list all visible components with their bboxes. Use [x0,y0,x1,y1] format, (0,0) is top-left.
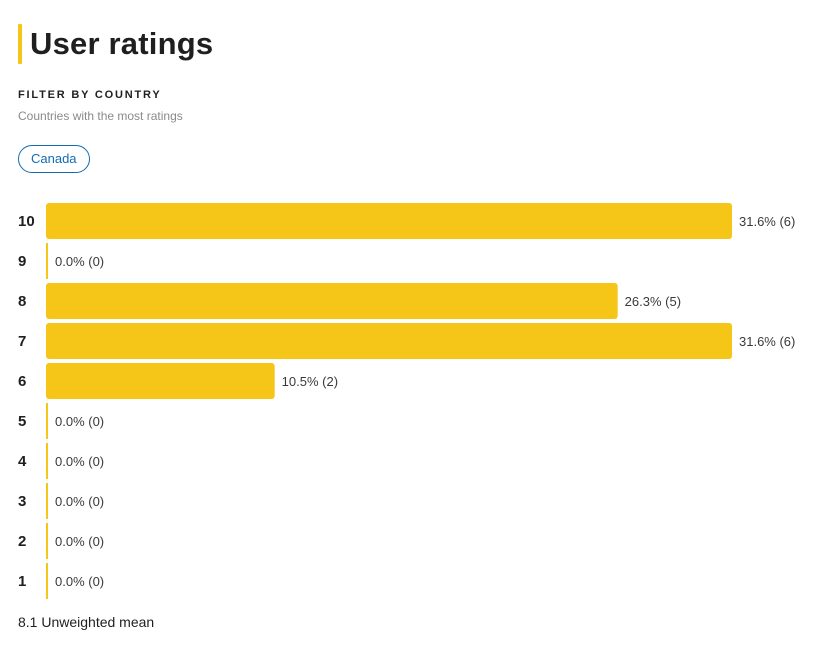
rating-value-label-8: 26.3% (5) [625,294,681,309]
ratings-bar-chart: 10 31.6% (6) 9 0.0% (0) 8 26.3% (5) 7 31.6% (6)… [18,203,795,599]
rating-value-label-3: 0.0% (0) [55,494,104,509]
page-title: User ratings [30,26,214,61]
filter-subtitle: Countries with the most ratings [18,109,183,123]
rating-label-2: 2 [18,533,26,550]
title-accent-bar [18,24,22,64]
rating-bar-5[interactable] [46,403,48,439]
rating-value-label-4: 0.0% (0) [55,454,104,469]
rating-bar-1[interactable] [46,563,48,599]
filter-heading: FILTER BY COUNTRY [18,89,162,101]
rating-value-label-5: 0.0% (0) [55,414,104,429]
rating-bar-4[interactable] [46,443,48,479]
rating-bar-3[interactable] [46,483,48,519]
rating-label-3: 3 [18,493,26,510]
unweighted-mean: 8.1 Unweighted mean [18,614,155,630]
rating-bar-10[interactable] [46,203,732,239]
rating-bar-7[interactable] [46,323,732,359]
rating-value-label-10: 31.6% (6) [739,214,795,229]
rating-label-5: 5 [18,413,26,430]
rating-label-7: 7 [18,333,26,350]
rating-label-8: 8 [18,293,26,310]
rating-value-label-6: 10.5% (2) [282,374,338,389]
rating-label-9: 9 [18,253,26,270]
rating-bar-8[interactable] [46,283,618,319]
rating-value-label-9: 0.0% (0) [55,254,104,269]
rating-value-label-1: 0.0% (0) [55,574,104,589]
rating-label-10: 10 [18,213,35,230]
rating-label-4: 4 [18,453,27,470]
rating-bar-2[interactable] [46,523,48,559]
rating-bar-9[interactable] [46,243,48,279]
rating-value-label-7: 31.6% (6) [739,334,795,349]
rating-bar-6[interactable] [46,363,275,399]
rating-value-label-2: 0.0% (0) [55,534,104,549]
rating-label-1: 1 [18,573,26,590]
rating-label-6: 6 [18,373,26,390]
country-chip-canada[interactable]: Canada [18,145,90,173]
